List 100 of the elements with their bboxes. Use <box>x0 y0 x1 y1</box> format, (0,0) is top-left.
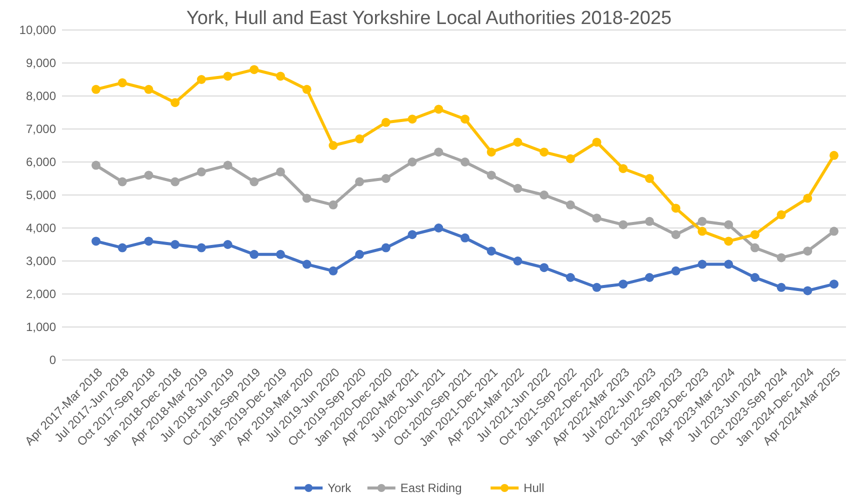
point <box>830 150 838 160</box>
legend-label: East Riding <box>400 481 462 495</box>
point <box>776 210 786 220</box>
point <box>118 177 127 186</box>
point <box>355 250 364 259</box>
y-tick-label: 9,000 <box>26 56 56 70</box>
point <box>408 114 417 124</box>
point <box>803 286 812 296</box>
point <box>724 260 734 269</box>
point <box>540 148 549 157</box>
point <box>118 243 127 252</box>
point <box>486 148 496 157</box>
point <box>486 170 496 180</box>
point <box>540 190 549 200</box>
y-tick-label: 3,000 <box>26 254 56 268</box>
point <box>92 160 100 170</box>
point <box>408 158 417 166</box>
point <box>540 263 549 272</box>
point <box>698 216 707 226</box>
point <box>170 98 180 108</box>
point <box>698 226 707 236</box>
point <box>513 138 522 147</box>
y-tick-label: 10,000 <box>19 23 56 38</box>
point <box>144 170 154 180</box>
point <box>196 243 206 252</box>
point <box>434 104 444 114</box>
point <box>750 243 760 252</box>
point <box>408 230 417 240</box>
point <box>276 250 285 259</box>
point <box>671 266 680 276</box>
point <box>250 65 259 74</box>
point <box>92 84 100 94</box>
point <box>618 280 628 289</box>
point <box>776 282 786 292</box>
point <box>803 246 812 256</box>
y-tick-label: 4,000 <box>26 221 56 236</box>
point <box>513 184 522 193</box>
point <box>460 158 470 166</box>
point <box>302 194 312 203</box>
point <box>671 204 680 213</box>
point <box>830 226 838 236</box>
point <box>302 84 312 94</box>
y-tick-label: 6,000 <box>26 155 56 170</box>
point <box>750 273 760 282</box>
point <box>724 236 734 246</box>
point <box>724 220 734 230</box>
legend-label: York <box>328 481 352 495</box>
point <box>434 148 444 157</box>
point <box>671 230 680 240</box>
y-tick-label: 1,000 <box>26 320 56 334</box>
point <box>196 75 206 84</box>
point <box>486 246 496 256</box>
point <box>170 177 180 186</box>
point <box>381 118 390 127</box>
point <box>223 72 232 81</box>
point <box>592 214 602 223</box>
point <box>776 253 786 262</box>
point <box>618 220 628 230</box>
point <box>92 236 100 246</box>
point <box>196 167 206 176</box>
point <box>645 273 654 282</box>
point <box>592 138 602 147</box>
point <box>328 141 338 150</box>
point <box>698 260 707 269</box>
point <box>170 240 180 249</box>
point <box>276 72 285 81</box>
y-tick-label: 7,000 <box>26 122 56 136</box>
point <box>328 266 338 276</box>
point <box>223 160 232 170</box>
point <box>302 260 312 269</box>
point <box>566 200 575 210</box>
y-tick-label: 0 <box>49 353 56 368</box>
point <box>618 164 628 174</box>
point <box>830 280 838 289</box>
legend-label: Hull <box>524 481 544 495</box>
point <box>118 78 127 88</box>
point <box>513 256 522 266</box>
y-tick-label: 2,000 <box>26 287 56 302</box>
point <box>645 216 654 226</box>
point <box>328 200 338 210</box>
point <box>144 236 154 246</box>
chart-title: York, Hull and East Yorkshire Local Authorities 2018-2025 <box>186 8 672 29</box>
point <box>250 250 259 259</box>
point <box>750 230 760 240</box>
point <box>144 84 154 94</box>
point <box>355 134 364 144</box>
point <box>381 243 390 252</box>
point <box>250 177 259 186</box>
y-tick-label: 8,000 <box>26 89 56 104</box>
point <box>566 154 575 164</box>
point <box>460 114 470 124</box>
point <box>803 194 812 203</box>
point <box>645 174 654 183</box>
point <box>276 167 285 176</box>
point <box>223 240 232 249</box>
y-tick-label: 5,000 <box>26 188 56 202</box>
point <box>566 273 575 282</box>
point <box>381 174 390 183</box>
point <box>355 177 364 186</box>
point <box>592 282 602 292</box>
